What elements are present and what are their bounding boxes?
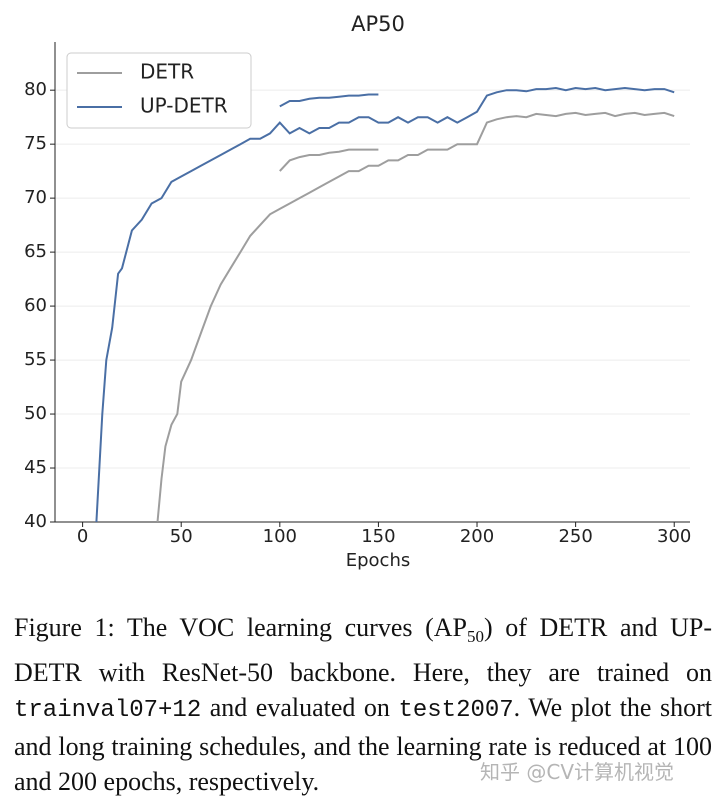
- x-tick-label: 100: [263, 526, 297, 547]
- x-tick-label: 0: [77, 526, 88, 547]
- x-tick-label: 250: [558, 526, 592, 547]
- x-tick-label: 150: [361, 526, 395, 547]
- caption-text: Figure 1: The VOC learning curves (AP: [14, 613, 467, 642]
- y-tick-label: 40: [24, 511, 47, 532]
- caption-text: and evaluated on: [201, 693, 399, 723]
- legend-box: [66, 52, 252, 129]
- data-line: [279, 148, 379, 172]
- watermark: 知乎 @CV计算机视觉: [480, 760, 675, 784]
- plot-area: [95, 86, 675, 522]
- y-tick-label: 75: [24, 133, 47, 154]
- y-tick-label: 80: [24, 79, 47, 100]
- x-tick-label: 200: [460, 526, 494, 547]
- data-line: [95, 86, 675, 522]
- legend-label: DETR: [140, 60, 194, 84]
- caption-code: test2007: [398, 697, 514, 725]
- x-tick-label: 300: [657, 526, 691, 547]
- chart-title: AP50: [351, 12, 405, 36]
- caption-text: . We plot the short and long training sc…: [14, 693, 712, 797]
- y-tick-label: 65: [24, 241, 47, 262]
- y-tick-label: 60: [24, 295, 47, 316]
- data-line: [279, 93, 379, 108]
- chart: AP50 Epochs 40 45 50 55 60 65 70 75 80 0 50 100 150 2…: [24, 12, 691, 571]
- y-tick-label: 55: [24, 349, 47, 370]
- x-axis-label: Epochs: [346, 550, 411, 571]
- legend-label: UP-DETR: [140, 94, 228, 118]
- y-tick-label: 50: [24, 403, 47, 424]
- caption-text: ) of DETR and UP-DETR with ResNet-50 bac…: [14, 613, 712, 687]
- y-tick-label: 45: [24, 457, 47, 478]
- caption-code: trainval07+12: [14, 697, 202, 725]
- y-tick-label: 70: [24, 187, 47, 208]
- data-line: [156, 111, 675, 522]
- caption-subscript: 50: [466, 627, 484, 647]
- caption: Figure 1: The VOC learning curves (AP50)…: [14, 610, 712, 800]
- x-tick-label: 50: [170, 526, 193, 547]
